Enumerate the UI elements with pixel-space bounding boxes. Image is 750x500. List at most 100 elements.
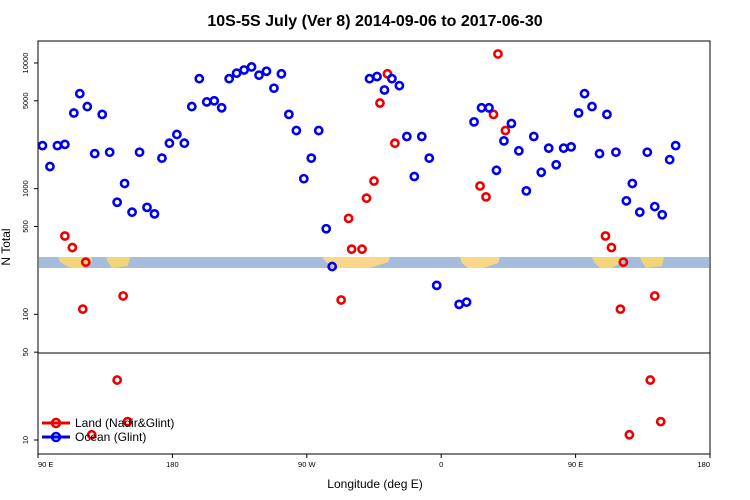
ocean-point (157, 153, 167, 164)
ocean-point (74, 88, 85, 99)
ocean-point (594, 148, 605, 159)
land-point (624, 429, 635, 440)
y-axis: 10 50 100 500 1000 5000 10000 (21, 53, 38, 444)
ocean-point (454, 299, 465, 310)
legend: Land (Nadir&Glint) Ocean (Glint) (42, 416, 174, 444)
x-axis: 90 E 180 90 W 0 90 E 180 (37, 454, 711, 469)
ocean-point (484, 102, 494, 113)
land-point (357, 244, 367, 255)
legend-item-ocean: Ocean (Glint) (42, 430, 146, 444)
ocean-point (387, 73, 397, 84)
land-point (375, 98, 385, 108)
ocean-point (186, 101, 197, 112)
ocean-point (37, 140, 48, 151)
ocean-point (379, 85, 390, 95)
ocean-point (59, 139, 70, 150)
ocean-point (45, 161, 55, 172)
series-ocean (37, 62, 681, 310)
ocean-point (491, 165, 502, 176)
land-point (86, 429, 97, 440)
land-point (67, 242, 78, 253)
land-point (80, 257, 91, 268)
ocean-point (52, 140, 63, 151)
ocean-point (424, 153, 435, 164)
series-land (59, 49, 666, 440)
land-point (649, 291, 660, 301)
ocean-point (543, 143, 554, 154)
ocean-point (209, 95, 220, 106)
ocean-point (313, 125, 324, 136)
ocean-point (558, 143, 569, 154)
ocean-point (670, 140, 681, 151)
y-tick-label: 500 (21, 220, 30, 233)
land-point (390, 138, 400, 149)
land-point (493, 49, 503, 59)
ocean-point (476, 102, 487, 113)
ocean-point (97, 109, 108, 120)
ocean-point (416, 131, 427, 142)
y-tick-label: 10 (21, 436, 30, 444)
map-land-south-america (322, 257, 390, 268)
legend-land-label: Land (Nadir&Glint) (75, 416, 174, 430)
land-point (369, 176, 379, 186)
ocean-point (621, 195, 632, 206)
ocean-point (246, 62, 257, 72)
ocean-point (506, 118, 517, 129)
ocean-point (306, 153, 317, 164)
ocean-point (469, 116, 479, 127)
land-point (475, 181, 485, 191)
ocean-point (171, 129, 182, 140)
ocean-point (142, 202, 152, 213)
ocean-point (409, 171, 420, 182)
ocean-point (127, 207, 137, 218)
ocean-point (327, 261, 338, 272)
legend-item-land: Land (Nadir&Glint) (42, 416, 174, 430)
land-point (600, 231, 611, 241)
ocean-point (521, 185, 532, 196)
ocean-point (261, 66, 272, 77)
ocean-point (321, 223, 332, 234)
x-tick-label: 90 W (298, 460, 316, 469)
land-point (655, 416, 666, 427)
ocean-point (664, 154, 675, 165)
land-point (645, 375, 656, 385)
land-point (500, 125, 511, 136)
plot-frame (37, 40, 711, 455)
ocean-point (68, 108, 79, 118)
ocean-point (283, 109, 294, 120)
ocean-point (587, 101, 597, 112)
ocean-point (372, 71, 382, 82)
land-point (618, 257, 629, 268)
land-point (615, 304, 626, 315)
ocean-point (566, 141, 577, 152)
land-point (122, 416, 133, 427)
ocean-point (224, 73, 235, 84)
land-point (488, 109, 499, 120)
ocean-point (89, 148, 100, 159)
ocean-point (499, 135, 509, 146)
ocean-point (82, 101, 93, 112)
ocean-point (642, 147, 653, 158)
land-point (361, 193, 372, 204)
map-land-indonesia-east (592, 257, 624, 268)
ocean-point (104, 147, 115, 158)
x-tick-label: 0 (439, 460, 443, 469)
ocean-point (513, 145, 524, 156)
ocean-point (461, 297, 472, 308)
ocean-point (149, 208, 160, 219)
ocean-point (269, 83, 279, 94)
x-axis-label: Longitude (deg E) (327, 477, 422, 491)
land-point (481, 191, 491, 202)
chart-title: 10S-5S July (Ver 8) 2014-09-06 to 2017-0… (207, 13, 542, 30)
ocean-point (291, 125, 302, 136)
land-point (606, 242, 617, 253)
x-tick-label: 90 E (38, 460, 53, 469)
ocean-point (634, 207, 645, 218)
ocean-point (216, 102, 227, 113)
x-tick-label: 180 (697, 460, 710, 469)
x-tick-label: 180 (166, 460, 179, 469)
land-point (336, 295, 347, 305)
ocean-point (112, 197, 123, 208)
ocean-point (627, 178, 638, 189)
